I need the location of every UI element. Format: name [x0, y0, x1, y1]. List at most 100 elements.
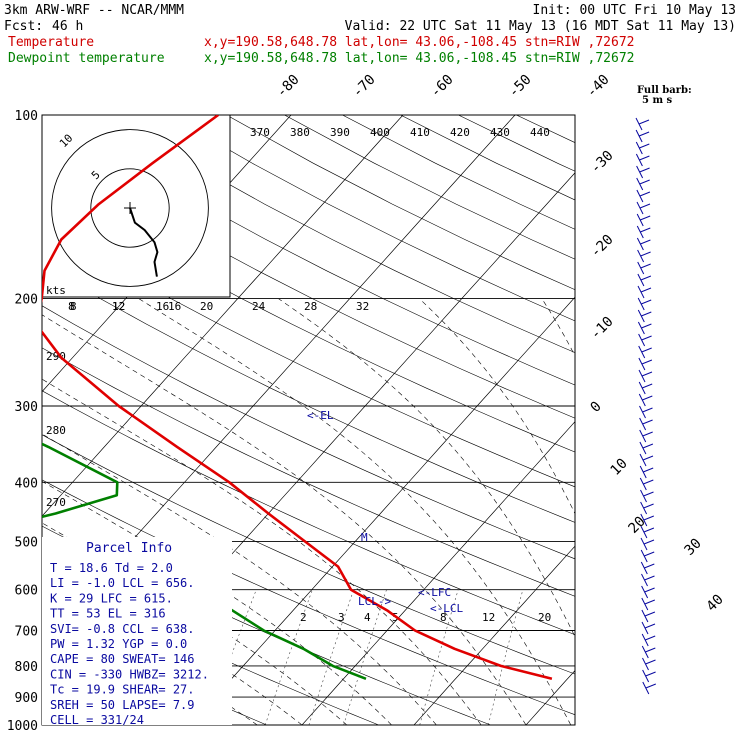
wind-barb	[639, 143, 650, 149]
theta-label: 410	[410, 126, 430, 139]
isotherm	[413, 545, 575, 725]
mixing-ratio-lower-label: 12	[482, 611, 495, 624]
mixing-ratio-upper-label: 16	[156, 300, 169, 313]
parcel-info-panel: Parcel Info T = 18.6 Td = 2.0LI = -1.0 L…	[42, 537, 232, 727]
wind-barb	[640, 263, 651, 269]
sounding-traces	[42, 115, 553, 681]
wind-barb	[644, 575, 655, 581]
isotherm-label: -10	[588, 314, 617, 343]
isotherm-label: 30	[682, 536, 705, 559]
wind-barb	[642, 407, 653, 413]
parcel-info-row: K = 29 LFC = 615.	[50, 591, 173, 605]
pressure-label: 900	[15, 691, 38, 706]
wind-barb	[642, 455, 654, 461]
wind-barb	[645, 647, 656, 653]
wind-barb	[642, 419, 653, 425]
dry-adiabat	[516, 115, 575, 143]
theta-label: 400	[370, 126, 390, 139]
moist-adiabat	[642, 299, 740, 725]
mixing-ratio-lower-label: 2	[300, 611, 307, 624]
theta-label: 430	[490, 126, 510, 139]
mixing-ratio-lower-label: 3	[338, 611, 345, 624]
wind-barb	[643, 467, 654, 473]
hodograph-trace	[129, 207, 159, 277]
parcel-info-row: SREH = 50 LAPSE= 7.9	[50, 698, 195, 712]
parcel-info-row: T = 18.6 Td = 2.0	[50, 561, 173, 575]
dry-adiabat	[400, 115, 575, 201]
wind-barb	[643, 527, 655, 533]
model-title: 3km ARW-WRF -- NCAR/MMM	[4, 3, 184, 18]
mixing-ratio-upper-label: 8	[68, 300, 75, 313]
pressure-label: 500	[15, 535, 38, 550]
wind-barb	[644, 551, 655, 557]
full-barb-label: Full barb:	[637, 85, 692, 96]
mixing-ratio-line	[264, 589, 313, 725]
pressure-label: 100	[15, 109, 38, 124]
wind-barb	[643, 491, 654, 497]
isotherm-label: -50	[506, 72, 535, 101]
dry-adiabat	[168, 115, 575, 322]
wind-barb	[644, 599, 655, 605]
wind-barb	[643, 503, 654, 509]
isotherm-label: 40	[704, 592, 727, 615]
isotherm	[42, 115, 404, 517]
wind-barb	[642, 383, 653, 389]
hodograph-speed-label: 16	[168, 300, 181, 313]
mixing-ratio-upper-label: 20	[200, 300, 213, 313]
isotherm-label: -30	[588, 148, 617, 177]
wind-barb	[644, 587, 655, 593]
theta-label: 440	[530, 126, 550, 139]
parcel-info-row: CIN = -330 HWBZ= 3212.	[50, 667, 209, 681]
wind-barb	[641, 323, 652, 329]
wind-barb	[639, 167, 650, 173]
wind-barb	[640, 251, 651, 257]
dewpoint-location: x,y=190.58,648.78 lat,lon= 43.06,-108.45…	[204, 51, 634, 66]
lcl-right-marker: <-LCL	[430, 602, 463, 615]
isotherm	[525, 670, 575, 725]
isotherm-label: -80	[274, 72, 303, 101]
mixing-ratio-lower-label: 8	[440, 611, 447, 624]
isotherm	[301, 421, 575, 725]
theta-label: 370	[250, 126, 270, 139]
dry-adiabat	[42, 305, 575, 560]
pressure-label: 700	[15, 625, 38, 640]
wind-barb	[645, 659, 656, 665]
dewpoint-trace	[42, 442, 367, 681]
temperature-trace	[42, 115, 553, 681]
forecast-label: Fcst:	[4, 19, 43, 34]
theta-label: 380	[290, 126, 310, 139]
wind-barb	[645, 671, 656, 677]
parcel-info-row: SVI= -0.8 CCL = 638.	[50, 622, 195, 636]
moist-adiabat	[42, 559, 303, 725]
temperature-legend: Temperature	[8, 35, 94, 50]
hodograph-frame	[41, 114, 231, 298]
m-marker: M	[361, 531, 368, 544]
temperature-location: x,y=190.58,648.78 lat,lon= 43.06,-108.45…	[204, 35, 634, 50]
isotherm-label: 20	[626, 514, 649, 537]
lcl-left-marker: LCL->	[358, 595, 391, 608]
wind-barb	[640, 239, 651, 245]
wind-barb	[640, 227, 651, 233]
isotherm	[638, 115, 740, 725]
dewpoint-legend: Dewpoint temperature	[8, 51, 165, 66]
parcel-info-row: CAPE = 80 SWEAT= 146	[50, 652, 195, 666]
dry-adiabat	[226, 115, 575, 291]
wind-barb	[644, 623, 656, 629]
dry-adiabat	[42, 184, 575, 453]
wind-barb	[640, 215, 651, 221]
mixing-ratio-lower-label: 20	[538, 611, 551, 624]
isotherm-label: 0	[588, 399, 605, 416]
wind-barb	[641, 335, 652, 341]
wind-barb	[640, 287, 652, 293]
wind-barb	[639, 191, 651, 197]
wind-barb	[641, 347, 652, 353]
pressure-label: 800	[15, 660, 38, 675]
dry-adiabat	[42, 390, 575, 635]
parcel-info-row: LI = -1.0 LCL = 656.	[50, 576, 195, 590]
theta-side-label: 290	[46, 350, 66, 363]
mixing-ratio-line	[579, 590, 608, 725]
moist-adiabat	[541, 298, 575, 357]
wind-barb	[643, 539, 655, 545]
theta-label: 390	[330, 126, 350, 139]
